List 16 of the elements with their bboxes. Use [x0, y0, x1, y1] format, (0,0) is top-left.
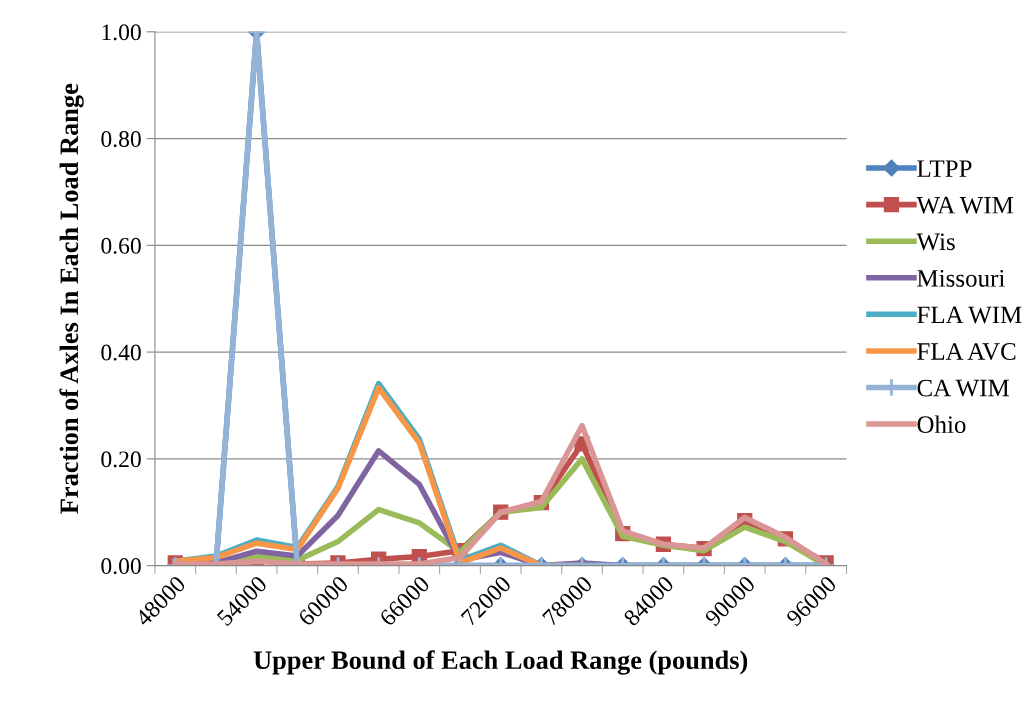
legend-label: FLA AVC	[917, 343, 1016, 361]
legend-label: Ohio	[917, 415, 966, 434]
legend-label: Wis	[916, 233, 955, 251]
legend-label: WA WIM	[916, 196, 1014, 214]
legend-label: Missouri	[917, 269, 1005, 287]
y-tick-label: 0.20	[101, 451, 141, 468]
y-tick-label: 1.00	[102, 24, 141, 41]
legend-label: FLA WIM	[917, 306, 1022, 324]
y-tick-label: 0.00	[101, 558, 141, 575]
legend-label: CA WIM	[917, 379, 1010, 397]
y-axis-title: Fraction of Axles In Each Load Range	[59, 83, 84, 514]
y-tick-label: 0.80	[101, 131, 141, 148]
legend-label: LTPP	[917, 160, 972, 177]
y-tick-label: 0.60	[101, 237, 141, 254]
x-axis-title: Upper Bound of Each Load Range (pounds)	[253, 650, 748, 675]
y-tick-label: 0.40	[101, 344, 141, 361]
